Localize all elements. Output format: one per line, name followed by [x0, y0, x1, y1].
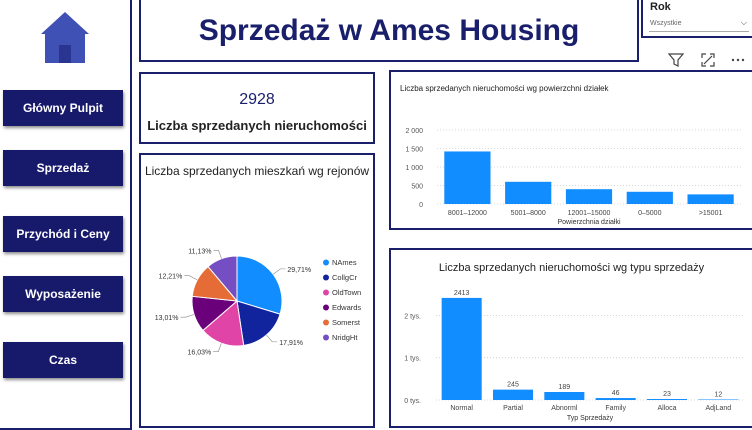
nav-button-glowny-pulpit[interactable]: Główny Pulpit	[3, 90, 123, 126]
x-tick-label: Normal	[450, 405, 473, 412]
data-label: 2413	[454, 290, 470, 297]
slicer-dropdown[interactable]: Wszystkie ⌵	[649, 17, 749, 32]
pie-data-label: 11,13%	[188, 248, 211, 255]
legend-label: OldTown	[332, 288, 361, 297]
y-tick-label: 0 tys.	[404, 398, 421, 405]
nav-button-czas[interactable]: Czas	[3, 342, 123, 378]
legend-marker	[323, 304, 329, 311]
chevron-down-icon[interactable]: ⌵	[740, 18, 747, 27]
x-tick-label: Alloca	[657, 405, 676, 412]
data-label: 23	[663, 391, 671, 398]
x-tick-label: Partial	[503, 405, 523, 412]
sale-type-chart-panel: Liczba sprzedanych nieruchomości wg typu…	[389, 248, 752, 428]
x-axis-title: Powierzchnia działki	[557, 219, 620, 226]
filter-icon[interactable]	[668, 52, 684, 68]
legend-label: Somerst	[332, 318, 361, 327]
y-tick-label: 500	[411, 184, 423, 191]
y-tick-label: 2 000	[405, 128, 423, 135]
more-options-icon[interactable]	[730, 52, 746, 68]
x-tick-label: AdjLand	[705, 405, 731, 412]
y-tick-label: 2 tys.	[404, 313, 421, 320]
x-tick-label: Abnorml	[551, 405, 578, 412]
bar-0–5000	[626, 191, 673, 204]
pie-data-label: 12,21%	[159, 274, 183, 281]
pie-chart[interactable]: 29,71% 17,91% 16,03% 13,01% 12,21% 11,13% NAme…	[141, 155, 373, 426]
pie-slice-OldTown	[202, 300, 245, 347]
legend-label: NridgHt	[332, 333, 358, 342]
y-tick-label: 1 000	[405, 165, 423, 172]
x-tick-label: >15001	[699, 210, 723, 217]
nav-button-wyposazenie[interactable]: Wyposażenie	[3, 276, 123, 312]
leader-line	[184, 275, 198, 281]
title-panel: Sprzedaż w Ames Housing	[139, 0, 639, 62]
pie-chart-title: Liczba sprzedanych mieszkań wg rejonów	[144, 164, 370, 178]
kpi-value: 2928	[239, 91, 275, 108]
slicer-label: Rok	[650, 1, 671, 13]
kpi-card: 2928 Liczba sprzedanych nieruchomości	[139, 72, 375, 144]
pie-data-label: 17,91%	[279, 340, 303, 347]
year-slicer[interactable]: Rok Wszystkie ⌵	[641, 0, 752, 38]
data-label: 189	[558, 384, 570, 391]
pie-data-label: 29,71%	[287, 267, 311, 274]
page-title: Sprzedaż w Ames Housing	[198, 14, 580, 47]
x-tick-label: 8001–12000	[448, 210, 487, 217]
pie-data-label: 16,03%	[188, 350, 212, 357]
legend-marker	[323, 274, 329, 281]
leader-line	[272, 268, 286, 275]
leader-line	[213, 343, 222, 352]
nav-button-sprzedaz[interactable]: Sprzedaż	[3, 150, 123, 186]
sale-type-chart-title: Liczba sprzedanych nieruchomości wg typu…	[438, 262, 705, 274]
bar->15001	[687, 194, 734, 204]
kpi-label: Liczba sprzedanych nieruchomości	[147, 118, 367, 133]
legend-marker	[323, 259, 329, 266]
home-icon[interactable]	[40, 10, 90, 64]
data-label: 46	[612, 390, 620, 397]
y-tick-label: 0	[419, 202, 423, 209]
legend-marker	[323, 289, 329, 296]
focus-mode-icon[interactable]	[700, 52, 716, 68]
data-label: 245	[507, 382, 519, 389]
data-label: 12	[714, 391, 722, 398]
leader-line	[180, 314, 195, 318]
bar-5001–8000	[505, 181, 552, 204]
slicer-value: Wszystkie	[650, 20, 682, 27]
bar-Family	[595, 398, 636, 400]
bar-AdjLand	[698, 399, 739, 400]
legend-marker	[323, 319, 329, 326]
legend-marker	[323, 334, 329, 341]
pie-chart-panel: Liczba sprzedanych mieszkań wg rejonów 2…	[139, 153, 375, 428]
x-tick-label: 12001–15000	[568, 210, 611, 217]
bar-12001–15000	[565, 189, 613, 204]
leader-line	[213, 249, 222, 259]
x-axis-title: Typ Sprzedaży	[567, 415, 614, 422]
bar-Abnorml	[544, 392, 585, 400]
lot-area-chart-title: Liczba sprzedanych nieruchomości wg powi…	[400, 84, 609, 93]
y-tick-label: 1 tys.	[404, 356, 421, 363]
sidebar: Główny Pulpit Sprzedaż Przychód i Ceny W…	[0, 0, 132, 430]
bar-8001–12000	[444, 151, 491, 204]
lot-area-chart-panel: Liczba sprzedanych nieruchomości wg powi…	[389, 70, 752, 230]
leader-line	[266, 334, 278, 343]
nav-button-przychod-i-ceny[interactable]: Przychód i Ceny	[3, 216, 123, 252]
legend-label: Edwards	[332, 303, 361, 312]
y-tick-label: 1 500	[405, 147, 423, 154]
x-tick-label: 5001–8000	[511, 210, 546, 217]
legend-label: NAmes	[332, 258, 357, 267]
x-tick-label: 0–5000	[638, 210, 661, 217]
bar-Partial	[492, 389, 534, 400]
x-tick-label: Family	[605, 405, 626, 412]
sale-type-bar-chart[interactable]: 0 tys. 1 tys. 2 tys. 2413 Normal 245 Partial 18…	[391, 250, 752, 426]
visual-toolbar	[664, 50, 752, 70]
bar-Alloca	[646, 399, 688, 400]
bar-Normal	[441, 297, 482, 400]
lot-area-bar-chart[interactable]: 0 500 1 000 1 500 2 000 8001–12000 5001–8000 12…	[391, 72, 752, 228]
pie-data-label: 13,01%	[155, 315, 179, 322]
legend-label: CollgCr	[332, 273, 358, 282]
